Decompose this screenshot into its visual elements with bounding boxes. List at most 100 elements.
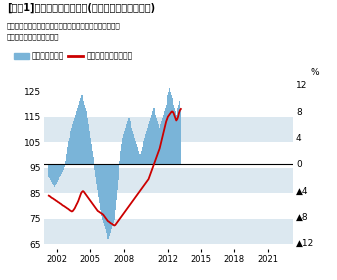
Bar	[81, 95, 82, 164]
Text: [図表1]不動研住宅価格指数(首都圏中古マンション): [図表1]不動研住宅価格指数(首都圏中古マンション)	[7, 3, 155, 13]
Bar	[152, 111, 153, 164]
Bar	[74, 118, 75, 164]
Bar	[72, 124, 73, 164]
Bar	[101, 164, 102, 216]
Bar	[149, 121, 150, 164]
Bar	[44, 91, 293, 117]
Bar	[104, 164, 105, 226]
Bar	[92, 151, 93, 164]
Bar	[168, 92, 170, 164]
Bar	[102, 164, 103, 220]
Bar	[140, 154, 141, 164]
Text: 出所：日本不動産研究所「不動研住宅価格指数」をもとに: 出所：日本不動産研究所「不動研住宅価格指数」をもとに	[7, 22, 121, 29]
Bar	[170, 92, 171, 164]
Bar	[95, 164, 96, 177]
Bar	[123, 134, 124, 164]
Text: ニッセイ基礎研究所が作成: ニッセイ基礎研究所が作成	[7, 34, 59, 40]
Bar	[178, 105, 179, 164]
Bar	[142, 147, 143, 164]
Bar	[76, 111, 77, 164]
Bar	[87, 118, 88, 164]
Bar	[55, 164, 56, 185]
Bar	[157, 121, 158, 164]
Bar	[137, 147, 138, 164]
Bar	[155, 115, 156, 164]
Bar	[138, 151, 139, 164]
Bar	[62, 164, 63, 172]
Bar	[124, 131, 125, 164]
Bar	[61, 164, 62, 174]
Bar	[128, 118, 129, 164]
Bar	[151, 115, 152, 164]
Bar	[77, 108, 78, 164]
Bar	[67, 147, 68, 164]
Bar	[133, 134, 134, 164]
Bar	[88, 124, 89, 164]
Bar	[99, 164, 100, 203]
Bar	[85, 108, 86, 164]
Bar	[119, 164, 120, 170]
Bar	[56, 164, 57, 183]
Bar	[109, 164, 110, 236]
Bar	[91, 144, 92, 164]
Bar	[69, 137, 70, 164]
Bar	[59, 164, 60, 177]
Bar	[73, 121, 74, 164]
Bar	[49, 164, 50, 178]
Bar	[70, 131, 71, 164]
Bar	[141, 151, 142, 164]
Bar	[84, 105, 85, 164]
Bar	[118, 164, 119, 180]
Bar	[63, 164, 64, 170]
Bar	[111, 164, 112, 230]
Bar	[100, 164, 101, 210]
Bar	[146, 131, 147, 164]
Bar	[54, 164, 55, 187]
Bar	[177, 108, 178, 164]
Bar	[135, 141, 136, 164]
Bar	[44, 117, 293, 142]
Bar	[179, 101, 180, 164]
Bar	[103, 164, 104, 223]
Bar	[144, 137, 145, 164]
Bar	[79, 101, 80, 164]
Bar	[96, 164, 97, 183]
Bar	[139, 154, 140, 164]
Bar	[131, 128, 132, 164]
Bar	[117, 164, 118, 190]
Bar	[105, 164, 106, 233]
Bar	[94, 164, 95, 170]
Bar	[115, 164, 116, 210]
Bar	[162, 118, 163, 164]
Bar	[127, 121, 128, 164]
Bar	[48, 164, 49, 177]
Bar	[116, 164, 117, 200]
Bar	[80, 98, 81, 164]
Bar	[160, 124, 161, 164]
Bar	[163, 115, 164, 164]
Bar	[150, 118, 151, 164]
Bar	[114, 164, 115, 220]
Bar	[64, 164, 65, 167]
Bar	[164, 111, 165, 164]
Bar	[78, 105, 79, 164]
Bar	[180, 108, 181, 164]
Bar	[82, 95, 83, 164]
Bar	[112, 164, 113, 226]
Bar	[83, 98, 84, 164]
Bar	[165, 105, 166, 164]
Legend: 前年比（右軸）, 住宅価格指数（左軸）: 前年比（右軸）, 住宅価格指数（左軸）	[10, 49, 136, 64]
Bar	[98, 164, 99, 197]
Bar	[147, 128, 148, 164]
Bar	[144, 141, 145, 164]
Bar	[154, 108, 155, 164]
Bar	[175, 111, 176, 164]
Bar	[165, 108, 166, 164]
Bar	[156, 118, 157, 164]
Bar	[75, 115, 76, 164]
Bar	[161, 121, 162, 164]
Bar	[93, 157, 94, 164]
Bar	[86, 111, 87, 164]
Bar	[126, 124, 127, 164]
Bar	[143, 144, 144, 164]
